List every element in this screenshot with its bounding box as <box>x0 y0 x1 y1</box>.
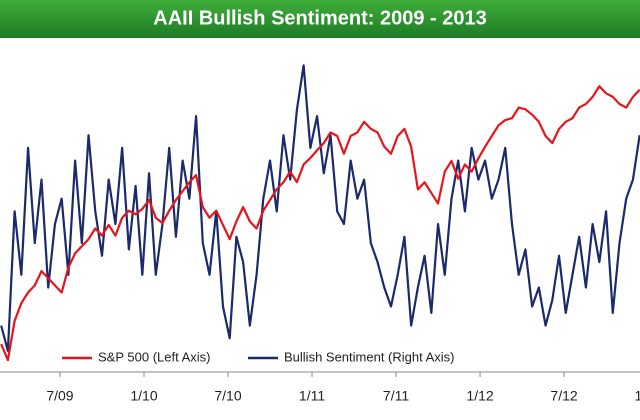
x-tick-label: 1/12 <box>466 388 493 404</box>
legend-label: Bullish Sentiment (Right Axis) <box>284 349 455 364</box>
x-ticks: 7/09 1/10 7/10 1/11 7/11 1/12 7/12 1/13 <box>46 372 640 404</box>
x-tick-label: 7/11 <box>383 388 409 404</box>
x-tick-label: 1/13 <box>634 388 640 404</box>
x-tick-label: 1/10 <box>130 388 157 404</box>
plot-area <box>0 64 640 362</box>
legend-label: S&P 500 (Left Axis) <box>98 349 211 364</box>
x-tick-label: 7/10 <box>214 388 241 404</box>
series-line <box>0 64 640 353</box>
x-tick-label: 7/12 <box>550 388 577 404</box>
x-tick-label: 1/11 <box>299 388 325 404</box>
title-bar <box>0 0 640 38</box>
legend: S&P 500 (Left Axis) Bullish Sentiment (Ri… <box>62 349 455 364</box>
chart-title: AAII Bullish Sentiment: 2009 - 2013 <box>153 7 486 29</box>
series-line <box>0 85 640 362</box>
x-tick-label: 7/09 <box>46 388 73 404</box>
